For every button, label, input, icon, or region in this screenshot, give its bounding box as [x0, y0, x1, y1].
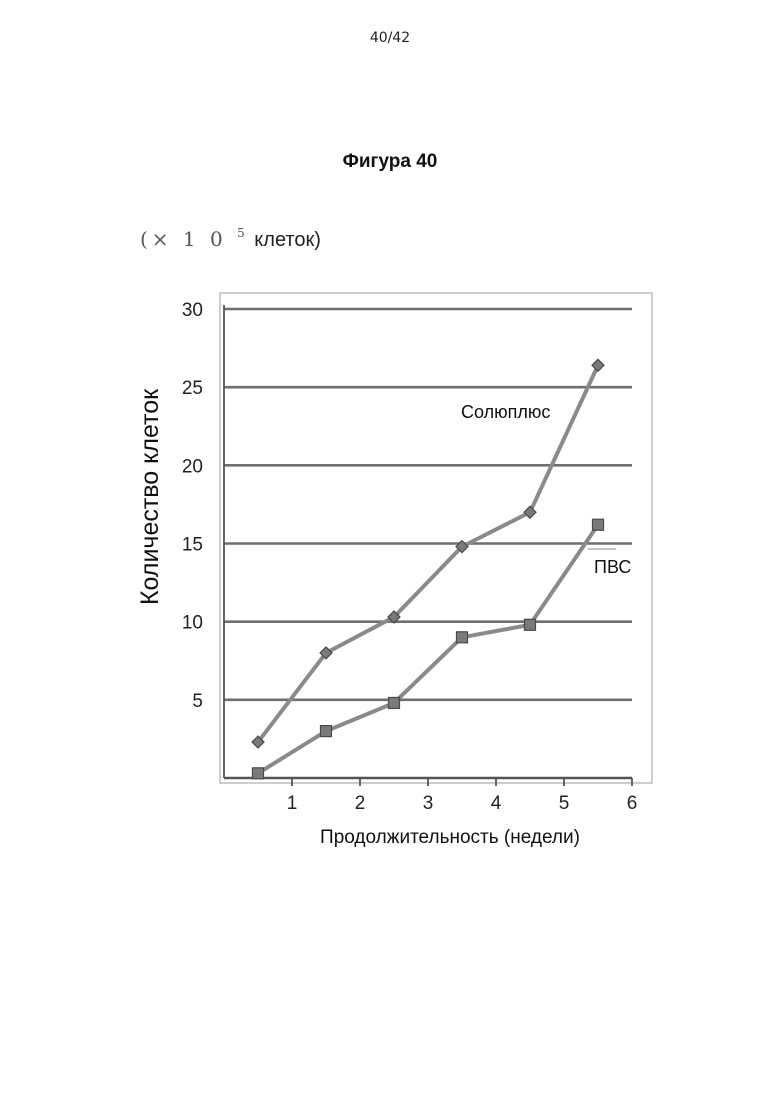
x-tick-label-1: 1: [287, 793, 298, 814]
data-series: [252, 359, 604, 779]
x-tick-label-6: 6: [627, 793, 638, 814]
grid-lines: [224, 309, 632, 700]
data-point-pvs-6: [593, 519, 604, 530]
x-axis-title: Продолжительность (недели): [320, 827, 580, 848]
data-point-pvs-2: [321, 726, 332, 737]
x-tick-label-4: 4: [491, 793, 502, 814]
y-tick-label-10: 10: [182, 613, 203, 634]
y-axis-title: Количество клеток: [136, 388, 164, 605]
series-line-pvs: [258, 525, 598, 774]
data-point-pvs-5: [525, 619, 536, 630]
y-tick-label-5: 5: [192, 691, 203, 712]
axes: [224, 305, 632, 786]
x-tick-label-3: 3: [423, 793, 434, 814]
y-tick-label-25: 25: [182, 378, 203, 399]
y-tick-label-30: 30: [182, 300, 203, 321]
y-tick-label-15: 15: [182, 535, 203, 556]
x-tick-label-5: 5: [559, 793, 570, 814]
data-point-pvs-1: [253, 768, 264, 779]
data-point-pvs-3: [389, 697, 400, 708]
tick-labels: 5 10 15 20 25 30 1 2 3 4 5 6: [182, 300, 637, 814]
series-label-pvs: ПВС: [594, 557, 631, 577]
x-tick-label-2: 2: [355, 793, 366, 814]
series-label-soluplus: Солюплюс: [461, 402, 550, 422]
data-point-soluplus-6: [592, 359, 604, 371]
data-point-pvs-4: [457, 632, 468, 643]
y-tick-label-20: 20: [182, 456, 203, 477]
